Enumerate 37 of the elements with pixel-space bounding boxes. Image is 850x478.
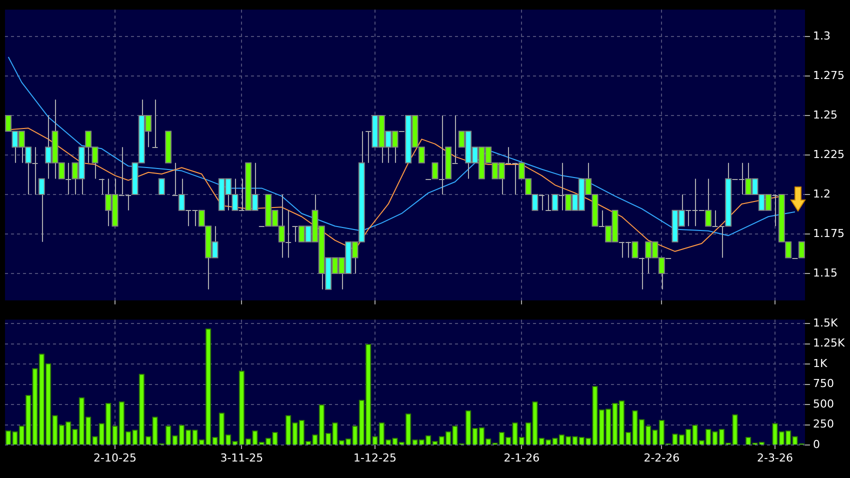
x-tick-label: 2-3-26 (757, 451, 793, 464)
candlestick (285, 210, 292, 258)
candlestick (438, 114, 445, 196)
candlestick (292, 226, 298, 242)
x-tick-label: 2-10-25 (94, 451, 136, 464)
x-tick-label: 2-2-26 (644, 451, 680, 464)
candlestick (238, 178, 245, 211)
candlestick (172, 162, 178, 196)
candlestick (538, 194, 545, 211)
x-tick-label: 3-11-25 (220, 451, 264, 464)
candlestick (638, 257, 645, 290)
y-tick-label: 750 (813, 377, 834, 390)
y-tick-label: 500 (813, 397, 834, 410)
candlestick (152, 99, 158, 148)
candlestick (32, 146, 38, 196)
candlestick (365, 130, 372, 164)
candlestick (558, 162, 565, 211)
y-tick-label: 1K (813, 356, 828, 370)
candlestick (452, 114, 458, 164)
y-tick-label: 1.25K (813, 336, 846, 350)
y-tick-label: 0 (813, 438, 820, 451)
y-tick-label: 1.5K (813, 316, 838, 330)
candlestick (98, 178, 105, 196)
candlestick (772, 194, 778, 227)
y-tick-label: 1.15 (813, 266, 838, 280)
x-tick-label: 1-12-25 (354, 451, 396, 464)
y-tick-label: 1.2 (813, 187, 830, 200)
x-tick-label: 2-1-26 (504, 451, 540, 464)
y-tick-label: 250 (813, 418, 834, 431)
candlestick (598, 210, 605, 227)
y-tick-label: 1.25 (813, 108, 838, 122)
y-tick-label: 1.175 (813, 226, 844, 240)
y-tick-label: 1.3 (813, 29, 830, 42)
candlestick (65, 162, 72, 196)
y-tick-label: 1.225 (813, 148, 844, 161)
candlestick (545, 194, 552, 211)
y-tick-label: 1.275 (813, 68, 844, 82)
